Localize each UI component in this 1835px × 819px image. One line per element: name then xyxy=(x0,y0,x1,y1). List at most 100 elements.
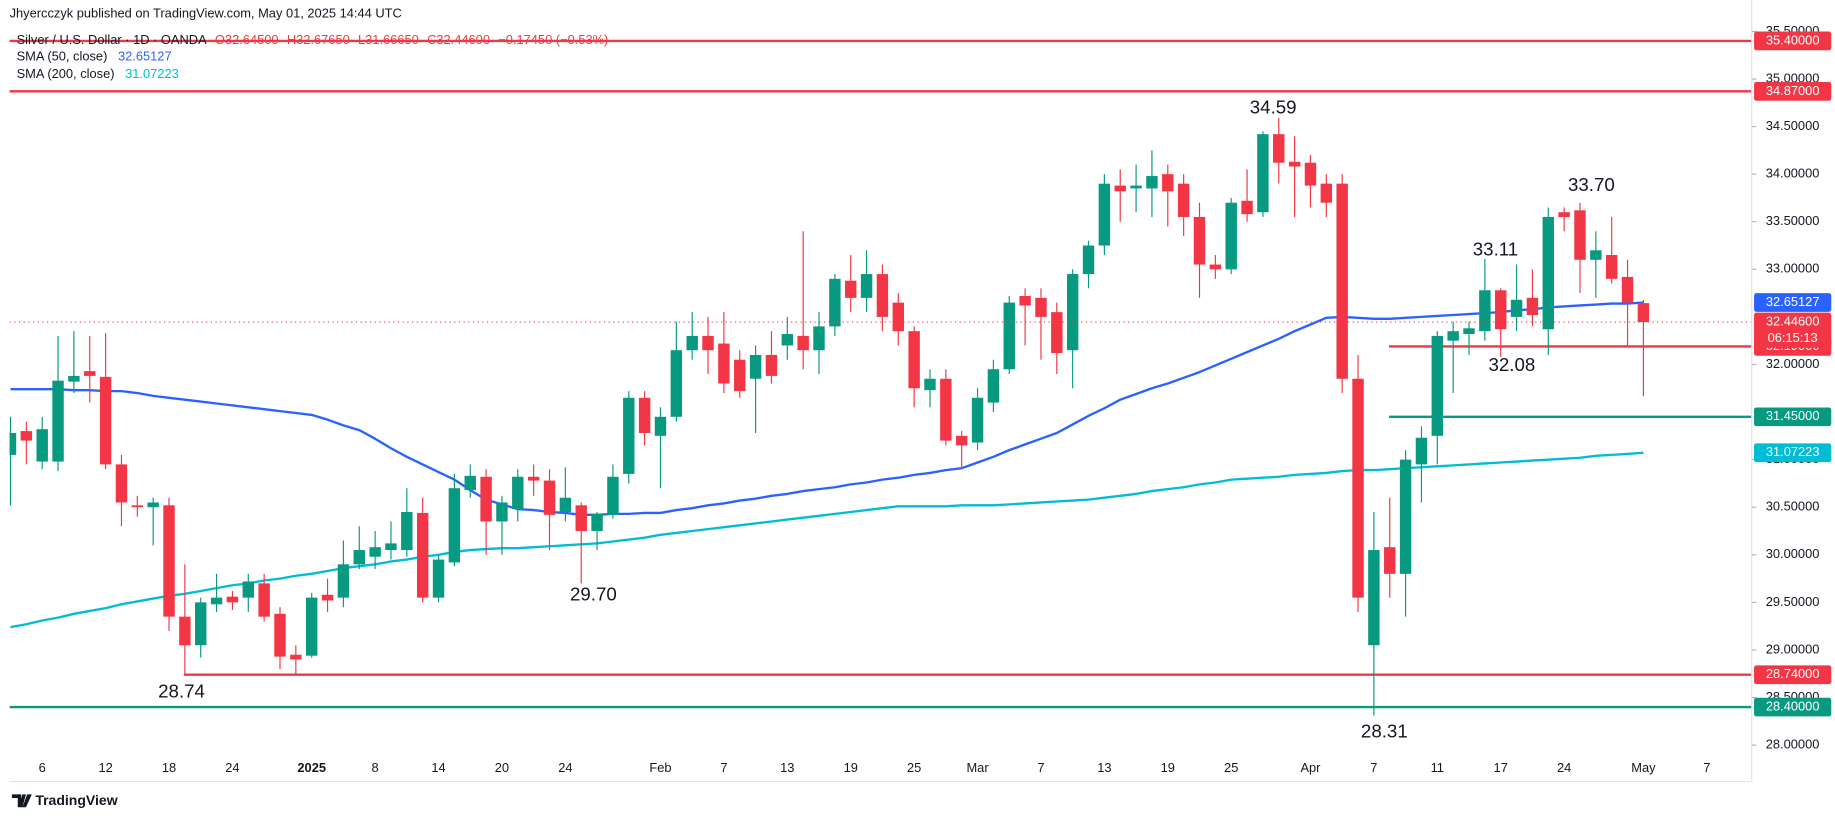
candle-body xyxy=(321,594,334,601)
candle-body xyxy=(1051,312,1063,354)
candle-body xyxy=(163,505,175,617)
x-tick-label: 19 xyxy=(1161,760,1175,775)
candle-body xyxy=(765,354,778,376)
candle-body xyxy=(1526,297,1539,315)
candle-body xyxy=(1082,245,1095,275)
logo-icon xyxy=(11,794,32,808)
annotation: 32.08 xyxy=(1488,354,1535,375)
candle-body xyxy=(781,334,794,346)
x-tick-label: 20 xyxy=(495,760,509,775)
x-tick-label: 24 xyxy=(225,760,239,775)
annotation: 33.11 xyxy=(1473,238,1518,259)
candle-body xyxy=(1320,183,1333,203)
candle-body xyxy=(1257,134,1269,213)
y-tick-label: 29.00000 xyxy=(1766,641,1820,656)
symbol: Silver / U.S. Dollar · 1D · OANDA xyxy=(17,32,207,47)
x-tick-label: Feb xyxy=(649,760,671,775)
candle-body xyxy=(971,397,984,443)
legend-name: SMA (50, close) xyxy=(17,49,108,64)
candle-body xyxy=(734,359,746,392)
legend-main: Silver / U.S. Dollar · 1D · OANDA O32.64… xyxy=(17,32,609,47)
candle-body xyxy=(654,416,667,436)
x-tick-label: 7 xyxy=(1370,760,1377,775)
candle-body xyxy=(527,476,540,481)
candle-body xyxy=(1130,185,1142,189)
candle-body xyxy=(1558,212,1570,217)
candle-body xyxy=(179,616,191,646)
legend-value: 31.07223 xyxy=(125,66,179,81)
candle-body xyxy=(1193,216,1206,265)
x-tick-label: 13 xyxy=(1097,760,1111,775)
candle-body xyxy=(940,378,952,441)
sma-line xyxy=(10,451,1644,629)
ohlc-high: H32.67650 xyxy=(287,32,350,47)
x-tick-label: Apr xyxy=(1300,760,1321,775)
candle-body xyxy=(464,475,476,491)
candle-body xyxy=(353,550,365,565)
candle-body xyxy=(1098,183,1111,246)
candle-body xyxy=(369,547,381,557)
level-label-box xyxy=(1754,81,1832,101)
candle-body xyxy=(36,429,48,462)
level-label-box xyxy=(1754,407,1832,427)
candle-body xyxy=(1336,183,1348,379)
candle-body xyxy=(638,397,651,433)
x-tick-label: 6 xyxy=(39,760,46,775)
y-tick-label: 34.50000 xyxy=(1766,118,1820,133)
legend-name: SMA (200, close) xyxy=(17,66,115,81)
countdown: 06:15:13 xyxy=(1768,330,1818,345)
candle-body xyxy=(1162,174,1174,192)
candle-body xyxy=(702,335,714,351)
candle-body xyxy=(797,335,809,351)
candle-body xyxy=(1035,297,1047,317)
candle-body xyxy=(496,502,508,522)
sma-label: 32.65127 xyxy=(1766,294,1820,309)
candle-body xyxy=(845,280,857,298)
ohlc-low: L31.66650 xyxy=(358,32,419,47)
legend-sma50: SMA (50, close) 32.65127 xyxy=(17,49,172,64)
plot-area xyxy=(9,39,1752,716)
candle-body xyxy=(258,583,270,617)
legend-value: 32.65127 xyxy=(118,49,172,64)
ohlc-open: O32.64500 xyxy=(215,32,279,47)
candle-body xyxy=(987,369,1000,403)
footer-logo: TradingView xyxy=(11,792,118,808)
candle-body xyxy=(670,350,683,417)
candle-body xyxy=(1399,459,1412,574)
candle-body xyxy=(99,376,112,465)
candle-body xyxy=(305,597,318,656)
y-tick-label: 30.50000 xyxy=(1766,499,1820,514)
candle-body xyxy=(955,435,968,446)
footer-text: TradingView xyxy=(35,792,117,808)
y-tick-label: 30.00000 xyxy=(1766,546,1820,561)
candle-body xyxy=(84,371,96,376)
candle-body xyxy=(908,331,920,389)
ohlc-change: −0.17450 (−0.53%) xyxy=(498,32,608,47)
x-tick-label: 13 xyxy=(780,760,794,775)
x-tick-label: 24 xyxy=(558,760,572,775)
candle-body xyxy=(1574,210,1586,260)
candle-body xyxy=(1463,328,1475,335)
last-price-label: 32.44600 xyxy=(1766,313,1820,328)
candle-body xyxy=(718,343,730,384)
x-tick-label: 17 xyxy=(1494,760,1508,775)
x-tick-label: Mar xyxy=(966,760,989,775)
candle-body xyxy=(226,596,239,603)
overlay: 35.4000034.8700032.1900031.4500028.74000… xyxy=(158,31,1832,741)
sma-line xyxy=(10,301,1644,517)
annotation: 34.59 xyxy=(1250,97,1297,118)
candle-body xyxy=(1209,264,1222,270)
candle-body xyxy=(432,559,445,598)
candle-body xyxy=(1146,176,1158,189)
last-price-box xyxy=(1754,312,1832,348)
candle-body xyxy=(274,613,286,657)
candle-body xyxy=(242,581,254,598)
level-label: 35.40000 xyxy=(1766,32,1820,47)
candle-body xyxy=(749,354,762,379)
candle-body xyxy=(480,476,492,522)
x-tick-label: May xyxy=(1631,760,1656,775)
candle-body xyxy=(20,431,33,441)
x-tick-label: 7 xyxy=(1703,760,1710,775)
